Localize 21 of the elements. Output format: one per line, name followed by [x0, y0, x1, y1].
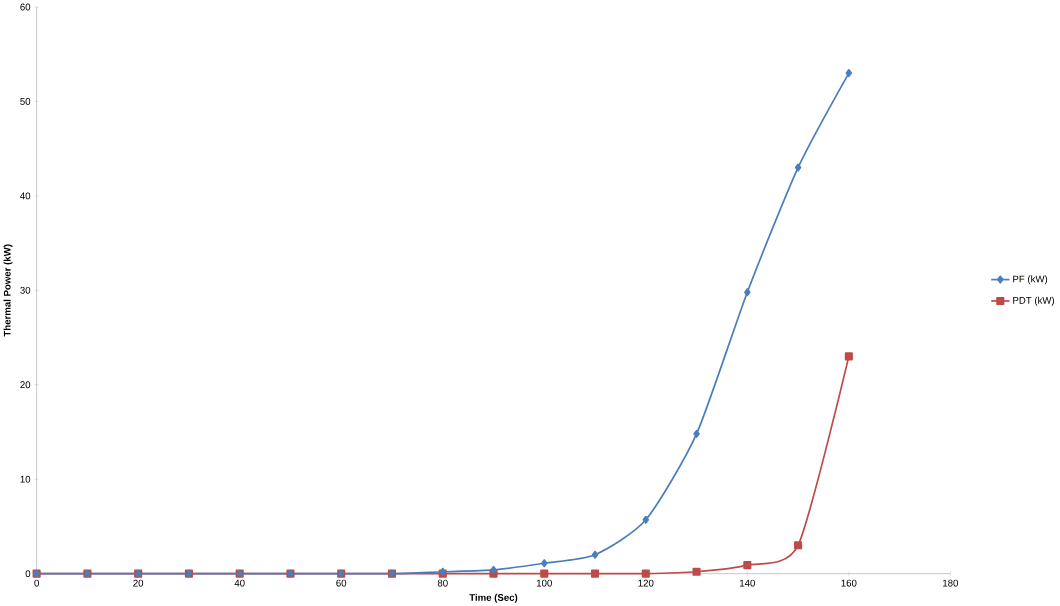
y-tick-label: 60: [20, 3, 31, 11]
x-tick-label: 0: [34, 579, 39, 587]
y-tick-label: 40: [20, 192, 31, 200]
x-tick-label: 140: [740, 579, 755, 587]
y-tick-label: 0: [25, 570, 31, 577]
legend-label: PF (kW): [1013, 275, 1048, 285]
x-tick-label: 180: [943, 579, 959, 587]
x-tick-label: 160: [841, 579, 857, 587]
legend-label: PDT (kW): [1013, 296, 1055, 306]
y-tick-label: 10: [20, 475, 31, 483]
y-axis-title: Thermal Power (kW): [3, 244, 13, 337]
y-tick-label: 50: [20, 97, 31, 105]
y-tick-label: 20: [20, 381, 31, 388]
x-axis-title: Time (Sec): [469, 593, 518, 603]
x-tick-label: 40: [234, 579, 245, 587]
x-tick-label: 20: [133, 579, 144, 587]
y-tick-label: 30: [20, 286, 31, 294]
x-tick-label: 80: [437, 579, 448, 587]
x-tick-label: 60: [336, 579, 347, 587]
x-tick-label: 100: [536, 579, 552, 587]
x-tick-label: 120: [638, 579, 654, 587]
